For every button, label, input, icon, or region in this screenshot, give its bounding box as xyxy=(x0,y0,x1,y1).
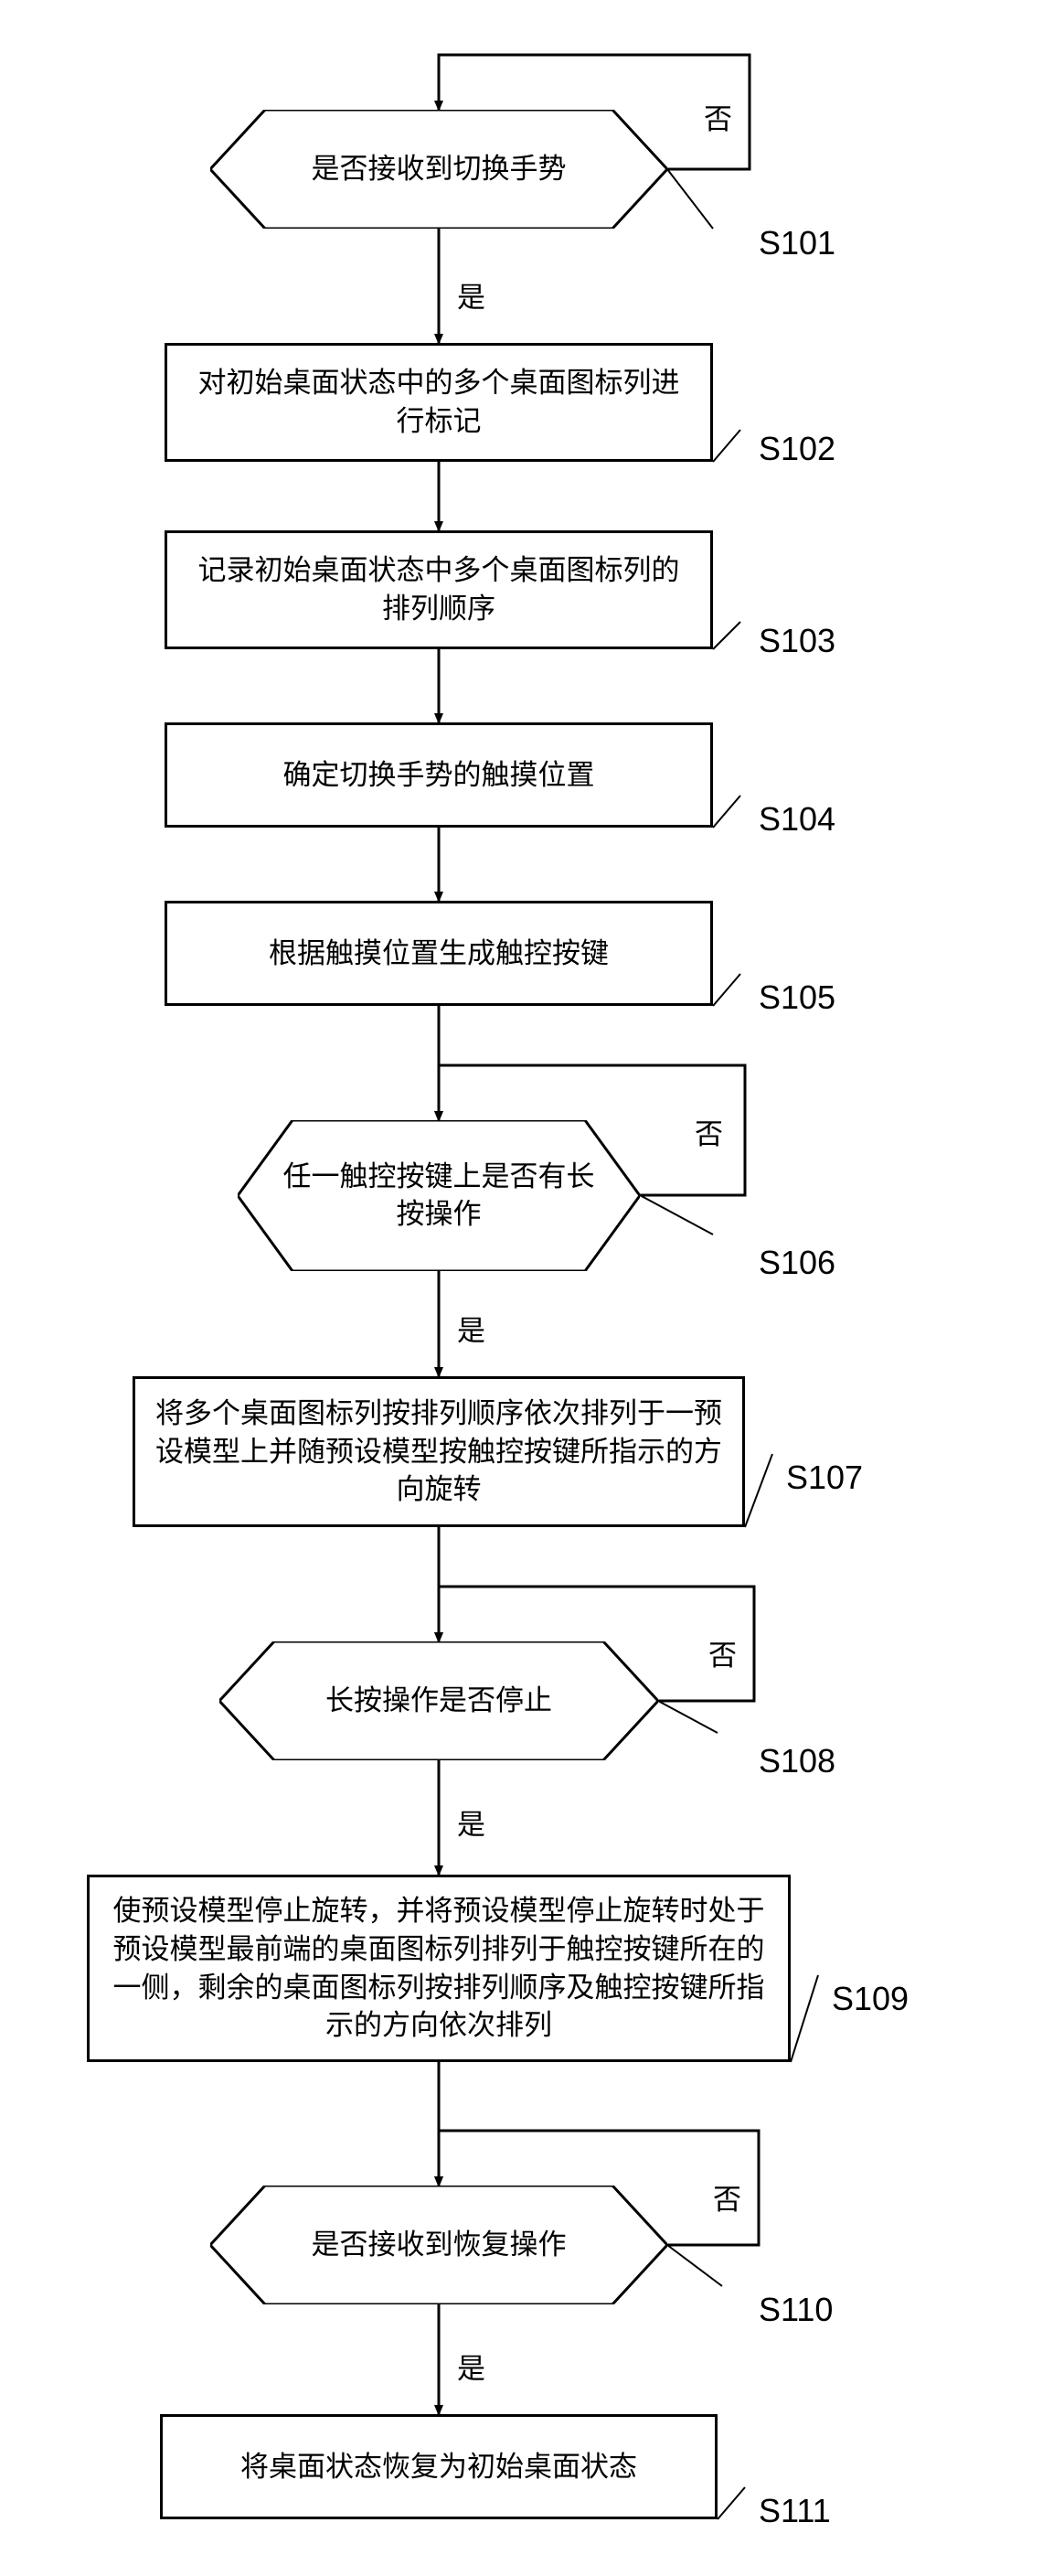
step-label-S108: S108 xyxy=(759,1742,835,1780)
process-S105: 根据触摸位置生成触控按键 xyxy=(165,901,713,1006)
edge-label-s108_yes: 是 xyxy=(457,1801,485,1843)
step-label-S106: S106 xyxy=(759,1244,835,1282)
step-label-S111: S111 xyxy=(759,2492,831,2530)
process-text: 确定切换手势的触摸位置 xyxy=(283,756,595,795)
decision-S106: 任一触控按键上是否有长按操作 xyxy=(238,1120,640,1271)
process-text: 将桌面状态恢复为初始桌面状态 xyxy=(240,2448,637,2486)
process-text: 将多个桌面图标列按排列顺序依次排列于一预设模型上并随预设模型按触控按键所指示的方… xyxy=(154,1395,724,1510)
decision-text: 任一触控按键上是否有长按操作 xyxy=(238,1120,640,1271)
edge-label-s101_no: 否 xyxy=(704,96,732,137)
edge xyxy=(713,430,740,462)
decision-text-span: 任一触控按键上是否有长按操作 xyxy=(271,1159,607,1233)
edge-label-s106_no: 否 xyxy=(695,1111,723,1152)
process-text: 记录初始桌面状态中多个桌面图标列的排列顺序 xyxy=(186,551,692,628)
process-text: 使预设模型停止旋转，并将预设模型停止旋转时处于预设模型最前端的桌面图标列排列于触… xyxy=(108,1892,770,2045)
edge xyxy=(718,2487,745,2519)
edge xyxy=(667,169,713,229)
step-label-S103: S103 xyxy=(759,622,835,660)
step-label-S107: S107 xyxy=(786,1459,863,1497)
edge xyxy=(791,1975,818,2062)
decision-text: 长按操作是否停止 xyxy=(219,1641,658,1760)
edge-label-s101_yes: 是 xyxy=(457,274,485,315)
process-S109: 使预设模型停止旋转，并将预设模型停止旋转时处于预设模型最前端的桌面图标列排列于触… xyxy=(87,1875,791,2062)
process-S104: 确定切换手势的触摸位置 xyxy=(165,722,713,828)
step-label-S105: S105 xyxy=(759,978,835,1017)
process-text: 对初始桌面状态中的多个桌面图标列进行标记 xyxy=(186,364,692,441)
edge xyxy=(667,2245,722,2286)
decision-S101: 是否接收到切换手势 xyxy=(210,110,667,229)
flowchart-canvas: 是否接收到切换手势 S101 对初始桌面状态中的多个桌面图标列进行标记 S102 记录初… xyxy=(0,0,1053,2576)
step-label-S109: S109 xyxy=(832,1980,909,2018)
edge-label-s106_yes: 是 xyxy=(457,1308,485,1349)
edge xyxy=(745,1454,772,1527)
edge xyxy=(713,796,740,828)
process-S103: 记录初始桌面状态中多个桌面图标列的排列顺序 xyxy=(165,530,713,649)
edge-label-s110_yes: 是 xyxy=(457,2346,485,2387)
edge-label-s108_no: 否 xyxy=(708,1632,737,1673)
step-label-S110: S110 xyxy=(759,2291,833,2329)
step-label-S104: S104 xyxy=(759,800,835,839)
process-S107: 将多个桌面图标列按排列顺序依次排列于一预设模型上并随预设模型按触控按键所指示的方… xyxy=(133,1376,745,1527)
edge xyxy=(658,1701,718,1733)
decision-text: 是否接收到恢复操作 xyxy=(210,2186,667,2304)
decision-S108: 长按操作是否停止 xyxy=(219,1641,658,1760)
decision-text-span: 是否接收到恢复操作 xyxy=(312,2227,567,2263)
decision-text: 是否接收到切换手势 xyxy=(210,110,667,229)
decision-S110: 是否接收到恢复操作 xyxy=(210,2186,667,2304)
step-label-S101: S101 xyxy=(759,224,835,262)
edge-label-s110_no: 否 xyxy=(713,2176,741,2218)
edge xyxy=(640,1195,713,1235)
process-text: 根据触摸位置生成触控按键 xyxy=(269,935,609,973)
decision-text-span: 长按操作是否停止 xyxy=(325,1683,552,1719)
decision-text-span: 是否接收到切换手势 xyxy=(312,151,567,187)
step-label-S102: S102 xyxy=(759,430,835,468)
edge xyxy=(713,974,740,1006)
edge xyxy=(713,622,740,649)
process-S111: 将桌面状态恢复为初始桌面状态 xyxy=(160,2414,718,2519)
process-S102: 对初始桌面状态中的多个桌面图标列进行标记 xyxy=(165,343,713,462)
